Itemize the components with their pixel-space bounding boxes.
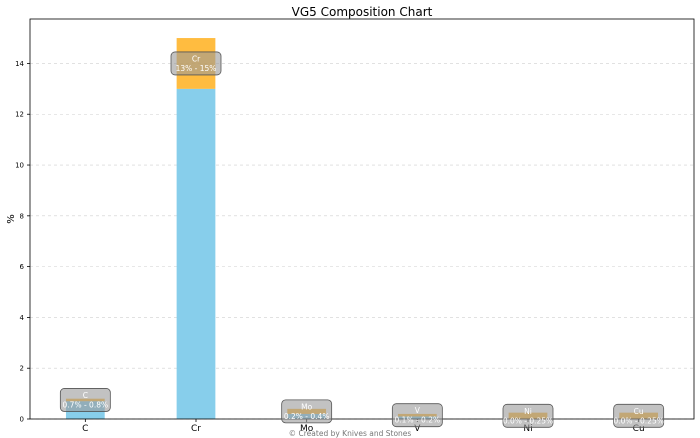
- annotation-element: Cu: [634, 407, 644, 416]
- y-tick-label: 14: [15, 60, 24, 68]
- x-tick-label-cr: Cr: [191, 424, 201, 434]
- annotation-cu: Cu0.0% - 0.25%: [613, 403, 665, 428]
- x-tick-label-c: C: [82, 424, 88, 434]
- y-tick-label: 10: [15, 162, 24, 170]
- x-tick-label-cu: Cu: [633, 424, 645, 434]
- annotation-element: Mo: [301, 402, 312, 411]
- y-tick-label: 6: [20, 263, 25, 271]
- chart-title: VG5 Composition Chart: [292, 5, 433, 19]
- annotation-box: [59, 388, 111, 412]
- footer-credit: © Created by Knives and Stones: [289, 429, 412, 438]
- annotation-v: V0.1% - 0.2%: [391, 403, 443, 428]
- grid-lines: [30, 63, 694, 420]
- plot-frame: [29, 18, 695, 420]
- y-tick-label: 2: [20, 365, 24, 373]
- annotation-box: [170, 51, 222, 76]
- y-tick-label: 12: [15, 111, 24, 119]
- y-tick-label: 4: [20, 314, 25, 322]
- annotation-ni: Ni0.0% - 0.25%: [502, 403, 554, 428]
- annotation-box: [391, 403, 443, 428]
- bars: [65, 38, 659, 419]
- annotation-range: 13% - 15%: [176, 64, 217, 73]
- bar-min-cr: [176, 88, 216, 419]
- annotation-range: 0.7% - 0.8%: [63, 400, 109, 409]
- annotation-box: [502, 403, 554, 428]
- annotation-range: 0.0% - 0.25%: [613, 416, 663, 425]
- annotation-element: Cr: [192, 54, 201, 63]
- x-tick-label-v: V: [414, 424, 421, 434]
- annotation-range: 0.0% - 0.25%: [503, 416, 553, 425]
- axes: 0 2 4 6 8 10 12 14 C Cr Mo V Ni Cu: [15, 18, 695, 434]
- annotation-c: C0.7% - 0.8%: [59, 388, 111, 412]
- annotation-box: [281, 399, 333, 424]
- y-tick-label: 0: [20, 416, 24, 424]
- annotation-element: C: [83, 391, 88, 400]
- annotation-element: Ni: [524, 407, 532, 416]
- y-tick-label: 8: [20, 212, 24, 220]
- annotation-element: V: [415, 406, 421, 415]
- y-axis-label: %: [6, 214, 17, 224]
- annotation-mo: Mo0.2% - 0.4%: [281, 399, 333, 424]
- annotation-range: 0.2% - 0.4%: [284, 412, 330, 421]
- x-tick-label-mo: Mo: [300, 424, 314, 434]
- x-tick-label-ni: Ni: [523, 424, 532, 434]
- annotation-range: 0.1% - 0.2%: [395, 416, 441, 425]
- annotation-box: [613, 403, 665, 428]
